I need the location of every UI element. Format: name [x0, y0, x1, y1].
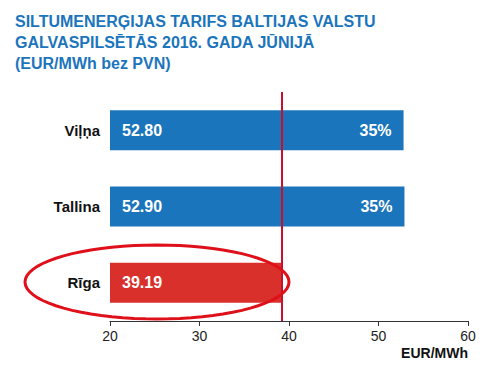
- svg-text:50: 50: [371, 328, 387, 344]
- svg-text:52.80: 52.80: [122, 122, 162, 139]
- svg-text:Viļņa: Viļņa: [64, 122, 100, 139]
- svg-text:60: 60: [460, 328, 476, 344]
- svg-text:Tallina: Tallina: [54, 198, 101, 215]
- svg-text:EUR/MWh: EUR/MWh: [401, 345, 468, 361]
- svg-text:39.19: 39.19: [122, 274, 162, 291]
- svg-text:(EUR/MWh bez PVN): (EUR/MWh bez PVN): [15, 55, 171, 72]
- svg-text:SILTUMENERĢIJAS TARIFS BALTIJA: SILTUMENERĢIJAS TARIFS BALTIJAS VALSTU: [15, 13, 376, 30]
- svg-text:52.90: 52.90: [122, 198, 162, 215]
- svg-text:40: 40: [281, 328, 297, 344]
- svg-text:Rīga: Rīga: [67, 274, 100, 291]
- svg-text:35%: 35%: [360, 122, 392, 139]
- svg-text:GALVASPILSĒTĀS 2016. GADA JŪNI: GALVASPILSĒTĀS 2016. GADA JŪNIJĀ: [15, 33, 315, 51]
- svg-text:20: 20: [102, 328, 118, 344]
- svg-text:30: 30: [192, 328, 208, 344]
- svg-text:35%: 35%: [360, 198, 392, 215]
